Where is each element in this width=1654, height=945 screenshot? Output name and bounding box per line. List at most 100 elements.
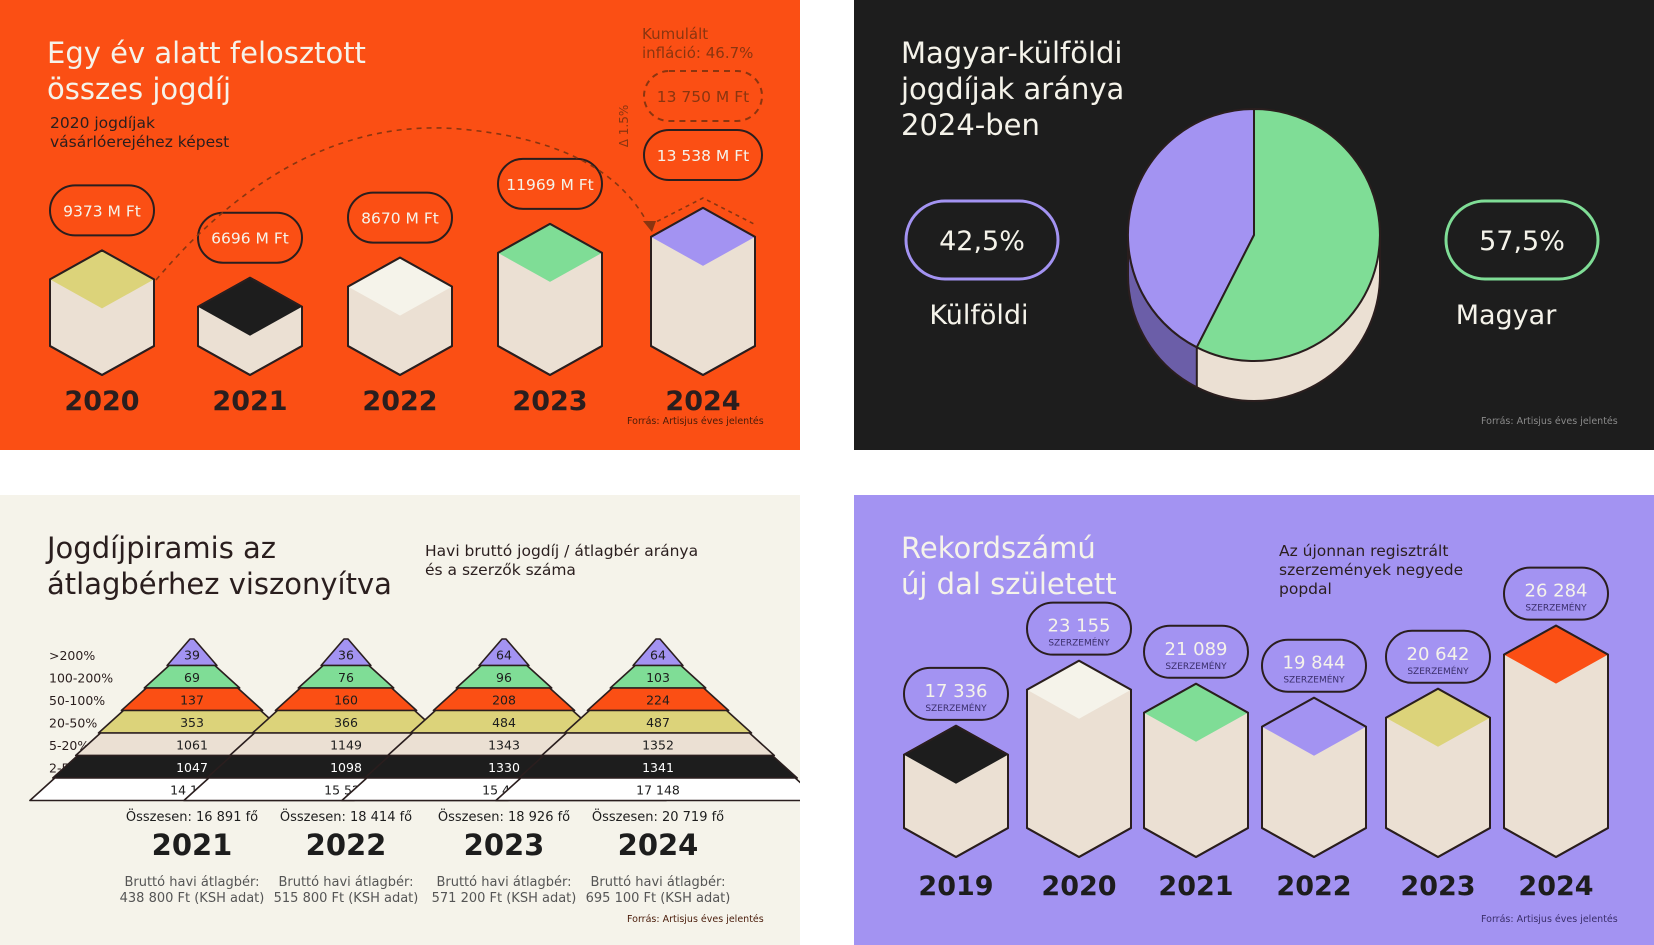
title-line: Magyar-külföldi	[901, 36, 1123, 70]
pyramid-value: 36	[338, 648, 354, 663]
value-label: 8670 M Ft	[361, 210, 439, 228]
title-line: Jogdíjpiramis az	[47, 531, 277, 565]
panel3-subtitle: Havi bruttó jogdíj / átlagbér aránya és …	[425, 542, 698, 580]
inflation-arc	[155, 127, 651, 281]
pyramid-total: Összesen: 18 414 fő	[280, 808, 412, 825]
value-label: 19 844	[1283, 653, 1346, 674]
value-pill	[1385, 629, 1491, 684]
pyramid-row-2022	[297, 664, 395, 689]
wage-note: Bruttó havi átlagbér:	[278, 875, 413, 890]
pyramid-value: 76	[338, 670, 354, 685]
pyramid-value: 64	[650, 648, 666, 663]
delta-label: Δ 1.5%	[617, 105, 631, 148]
year-label: 2021	[1158, 871, 1233, 902]
pyramid-value: 208	[492, 693, 516, 708]
pyramid-year: 2023	[464, 828, 545, 862]
wage-note: 695 100 Ft (KSH adat)	[586, 891, 731, 906]
pyramid-value: 1343	[488, 738, 520, 753]
panel4-title: Rekordszámú új dal született	[901, 530, 1117, 602]
row-label: 50-100%	[49, 693, 105, 708]
value-label: 9373 M Ft	[63, 202, 141, 220]
year-label: 2021	[212, 386, 287, 417]
royalties-panel: 2020 2021 2022 2023 2024 9373 M Ft 6696 M Ft 86…	[0, 0, 800, 450]
panel3-title: Jogdíjpiramis az átlagbérhez viszonyítva	[47, 530, 392, 602]
cube-bar-2023-outline	[497, 222, 603, 376]
cube-bar-2023-outline	[1385, 687, 1491, 858]
source-note: Forrás: Artisjus éves jelentés	[1481, 416, 1618, 427]
pyramid-row-2022	[320, 638, 372, 667]
pyramid-row-2022	[274, 687, 418, 712]
value-pill	[197, 211, 303, 264]
cumulative-line: infláció: 46.7%	[642, 44, 754, 62]
subtitle-line: 2020 jogdíjak	[50, 114, 155, 132]
cube-bar-2024-top	[1504, 625, 1608, 684]
unit-label: SZERZEMÉNY	[1283, 674, 1345, 686]
bracket-line	[649, 197, 757, 226]
cube-bar-2022-outline	[1261, 696, 1367, 858]
arc-arrowhead	[643, 221, 656, 232]
pyramid-total: Összesen: 18 926 fő	[438, 808, 570, 825]
pyramid-value: 160	[334, 693, 358, 708]
year-label: 2024	[1518, 871, 1593, 902]
value-label: 6696 M Ft	[211, 230, 289, 248]
value-label: 17 336	[925, 681, 988, 702]
value-pill	[49, 184, 155, 237]
panel1-title: Egy év alatt felosztott összes jogdíj	[47, 35, 366, 107]
pyramid-row-2024	[563, 709, 753, 734]
value-pill	[1026, 601, 1132, 656]
wage-note: 515 800 Ft (KSH adat)	[274, 891, 419, 906]
pyramid-value: 224	[646, 693, 670, 708]
pyramid-row-2024	[540, 732, 776, 757]
subtitle-line: Az újonnan regisztrált	[1279, 542, 1449, 560]
unit-label: SZERZEMÉNY	[925, 702, 987, 714]
wage-note: 571 200 Ft (KSH adat)	[432, 891, 577, 906]
value-label: 23 155	[1048, 616, 1111, 637]
inflation-pill	[643, 70, 763, 122]
year-label: 2020	[1041, 871, 1116, 902]
year-label: 2019	[918, 871, 993, 902]
row-label: 100-200%	[49, 671, 113, 686]
year-label: 2022	[1276, 871, 1351, 902]
pyramid-value: 487	[646, 715, 670, 730]
value-pill	[1143, 624, 1249, 679]
pyramid-value: 64	[496, 648, 512, 663]
pie-slice-foreign	[1126, 108, 1255, 349]
cube-bar-2022-outline	[347, 256, 453, 376]
year-label: 2024	[665, 386, 740, 417]
cube-bar-2021-outline	[1143, 682, 1249, 858]
pyramid-row-2023	[455, 664, 553, 689]
row-label: 5-20%	[49, 738, 89, 753]
pyramid-value: 137	[180, 693, 204, 708]
foreign-label: Külföldi	[929, 300, 1029, 331]
cube-bar-2020-outline	[1026, 659, 1132, 858]
title-line: új dal született	[901, 567, 1117, 601]
royalties-chart: 2020 2021 2022 2023 2024 9373 M Ft 6696 M Ft 86…	[49, 70, 763, 417]
value-pill	[643, 129, 763, 181]
year-label: 2020	[64, 386, 139, 417]
cumulative-inflation: Kumulált infláció: 46.7%	[642, 25, 753, 63]
pyramid-row-2021	[120, 687, 264, 712]
subtitle-line: szerzemények negyede	[1279, 561, 1464, 579]
year-label: 2023	[1400, 871, 1475, 902]
share-pie-chart: 42,5% 57,5%	[904, 108, 1600, 402]
pyramid-value: 353	[180, 715, 204, 730]
wage-note: 438 800 Ft (KSH adat)	[120, 891, 265, 906]
domestic-label: Magyar	[1455, 300, 1557, 331]
cube-bar-2019-top	[904, 725, 1008, 784]
title-line: összes jogdíj	[47, 72, 232, 106]
value-label: 21 089	[1165, 639, 1228, 660]
cube-bar-2024-outline	[650, 206, 756, 376]
title-line: Egy év alatt felosztott	[47, 36, 366, 70]
title-line: jogdíjak aránya	[901, 72, 1125, 106]
pyramid-row-2023	[478, 638, 530, 667]
unit-label: SZERZEMÉNY	[1525, 602, 1587, 614]
title-line: Rekordszámú	[901, 531, 1096, 565]
pyramid-total: Összesen: 20 719 fő	[592, 808, 724, 825]
cumulative-line: Kumulált	[642, 25, 709, 43]
pyramid-row-2021	[143, 664, 241, 689]
year-label: 2022	[362, 386, 437, 417]
pyramid-value: 1098	[330, 760, 362, 775]
wage-note: Bruttó havi átlagbér:	[590, 875, 725, 890]
pyramid-value: 103	[646, 670, 670, 685]
unit-label: SZERZEMÉNY	[1048, 637, 1110, 649]
